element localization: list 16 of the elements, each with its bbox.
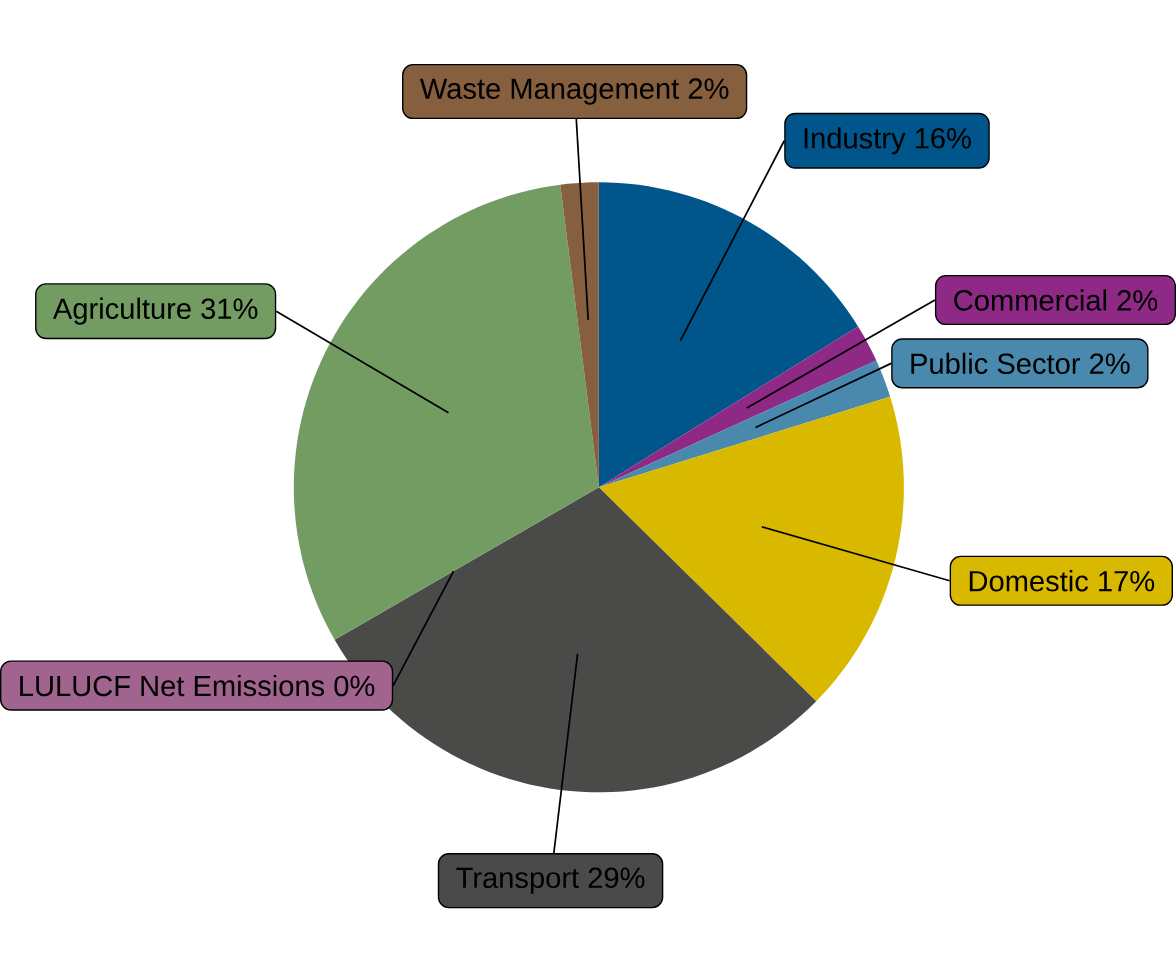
data-label: 16% (915, 128, 971, 149)
data-label: 31% (201, 298, 258, 320)
text: 0% (334, 675, 375, 697)
slice-label: Agriculture (52, 297, 191, 325)
slice-label: Waste Management (419, 78, 680, 105)
category-label: LULUCF Net Emissions (20, 674, 325, 697)
data-label: 2% (1090, 353, 1130, 374)
slice-label: Domestic (969, 570, 1089, 592)
slice-label: Public Sector (911, 352, 1080, 375)
data-label: 29% (588, 867, 645, 889)
slice-label: Transport (456, 867, 579, 894)
data-label: 2% (688, 78, 729, 99)
slice-label: Commercial (954, 289, 1107, 311)
data-label: 2% (1117, 290, 1158, 311)
data-label: 17% (1099, 571, 1155, 592)
slice-label: Industry (804, 127, 906, 155)
